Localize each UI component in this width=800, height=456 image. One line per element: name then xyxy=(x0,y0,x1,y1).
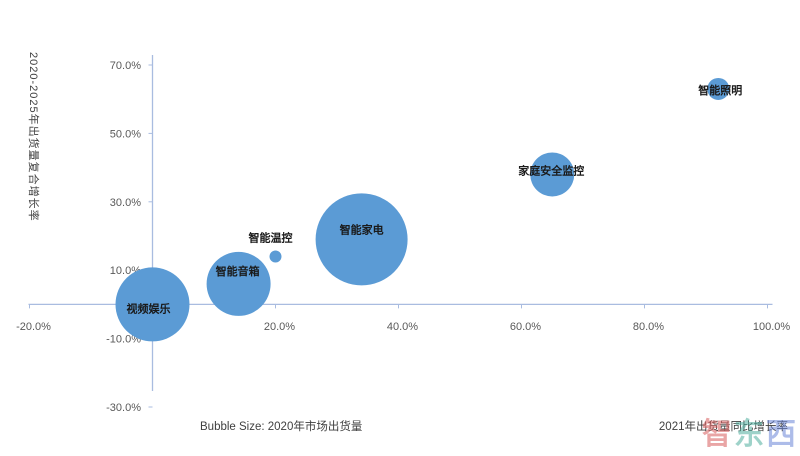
x-tick-label: 60.0% xyxy=(510,321,541,333)
x-tick-label: -20.0% xyxy=(16,321,51,333)
x-tick-label: 80.0% xyxy=(633,321,664,333)
bubble-point xyxy=(115,267,190,342)
x-axis-title: 2021年出货量同比增长率 xyxy=(658,421,788,433)
bubble-point xyxy=(315,193,408,286)
bubble-point xyxy=(530,152,575,197)
bubble-point xyxy=(206,251,271,316)
bubble-label: 智能家电 xyxy=(340,222,384,236)
bubble-label: 家庭安全监控 xyxy=(518,163,584,177)
x-tick-label: 40.0% xyxy=(387,321,418,333)
bubble-label: 智能照明 xyxy=(698,83,742,97)
watermark-char: 智 xyxy=(702,418,734,451)
y-tick-label: -10.0% xyxy=(106,334,141,346)
bubble-label: 视频娱乐 xyxy=(127,301,171,315)
x-tick-label: 100.0% xyxy=(753,321,791,333)
bubble-point xyxy=(269,250,282,263)
watermark-char: 东 xyxy=(734,418,766,451)
y-tick-label: 50.0% xyxy=(110,128,141,140)
bubble-point xyxy=(707,77,730,100)
y-tick-label: -30.0% xyxy=(106,402,141,414)
x-tick-label: 20.0% xyxy=(264,321,295,333)
y-axis-title: 2020-2025年出货量复合增长率 xyxy=(27,52,39,222)
watermark-logo: 智东西 xyxy=(702,415,798,454)
bubble-size-note: Bubble Size: 2020年市场出货量 xyxy=(200,421,363,433)
bubble-label: 智能温控 xyxy=(249,231,293,245)
bubble-label: 智能音箱 xyxy=(216,264,260,278)
y-tick-label: 30.0% xyxy=(110,197,141,209)
watermark-char: 西 xyxy=(766,418,798,451)
y-tick-label: 70.0% xyxy=(110,60,141,72)
